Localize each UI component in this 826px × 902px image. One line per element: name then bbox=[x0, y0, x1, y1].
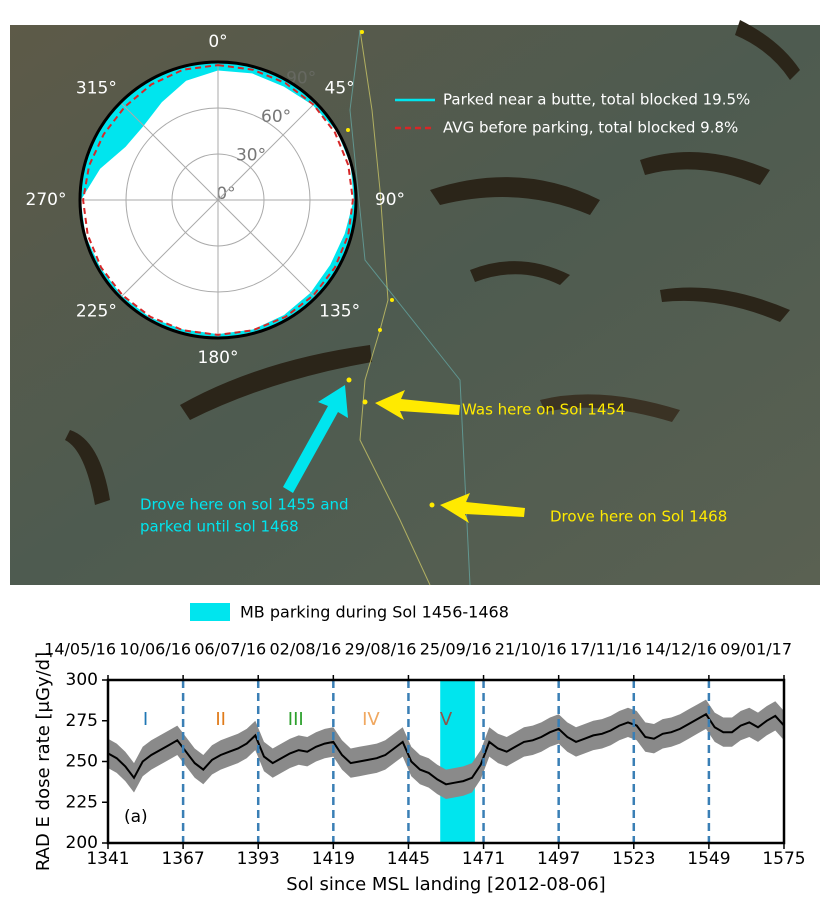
x2-tick-label: 14/12/16 bbox=[645, 640, 717, 659]
x-tick-label: 1419 bbox=[312, 849, 355, 869]
x-tick-label: 1445 bbox=[387, 849, 430, 869]
legend-label: AVG before parking, total blocked 9.8% bbox=[443, 119, 738, 137]
angle-tick-label: 45° bbox=[325, 78, 355, 98]
radial-tick-label: 60° bbox=[261, 107, 291, 127]
polar-plot: 0°30°60°90°0°45°90°135°180°225°270°315°P… bbox=[26, 32, 751, 536]
period-label: I bbox=[143, 709, 148, 730]
x-tick-label: 1393 bbox=[237, 849, 280, 869]
x2-tick-label: 09/01/17 bbox=[720, 640, 792, 659]
y-tick-label: 300 bbox=[66, 670, 98, 690]
x-tick-label: 1523 bbox=[612, 849, 655, 869]
x2-tick-label: 06/07/16 bbox=[194, 640, 266, 659]
radial-tick-label: 30° bbox=[236, 145, 266, 165]
x-tick-label: 1367 bbox=[161, 849, 204, 869]
period-label: IV bbox=[362, 709, 380, 730]
legend-swatch bbox=[190, 603, 230, 621]
angle-tick-label: 0° bbox=[208, 32, 227, 52]
period-label: II bbox=[215, 709, 226, 730]
polar-spoke bbox=[217, 199, 316, 298]
x2-tick-label: 21/10/16 bbox=[495, 640, 567, 659]
map-annotation: Drove here on sol 1455 and bbox=[140, 496, 349, 514]
map-annotation: Drove here on Sol 1468 bbox=[550, 508, 727, 526]
period-label: V bbox=[440, 709, 453, 730]
x2-tick-label: 10/06/16 bbox=[119, 640, 191, 659]
x-tick-label: 1341 bbox=[86, 849, 129, 869]
x2-tick-label: 02/08/16 bbox=[269, 640, 341, 659]
map-annotation: Was here on Sol 1454 bbox=[462, 401, 625, 419]
y-tick-label: 275 bbox=[66, 711, 98, 731]
x2-tick-label: 29/08/16 bbox=[345, 640, 417, 659]
polar-frame bbox=[78, 60, 358, 340]
error-band bbox=[108, 699, 784, 799]
legend-label: MB parking during Sol 1456-1468 bbox=[240, 603, 509, 622]
dose-line bbox=[107, 712, 785, 786]
x2-tick-label: 17/11/16 bbox=[570, 640, 642, 659]
polar-curve bbox=[82, 64, 354, 336]
panel-label: (a) bbox=[124, 807, 148, 827]
y-tick-label: 250 bbox=[66, 752, 98, 772]
angle-tick-label: 270° bbox=[26, 190, 67, 210]
x-tick-label: 1575 bbox=[762, 849, 805, 869]
y-tick-label: 200 bbox=[66, 833, 98, 853]
period-label: III bbox=[288, 709, 304, 730]
angle-tick-label: 225° bbox=[76, 302, 117, 322]
polar-spoke bbox=[120, 199, 219, 298]
x2-tick-label: 14/05/16 bbox=[44, 640, 116, 659]
x-tick-label: 1471 bbox=[462, 849, 505, 869]
x-axis-label: Sol since MSL landing [2012-08-06] bbox=[286, 874, 605, 895]
x2-tick-label: 25/09/16 bbox=[420, 640, 492, 659]
y-axis-label: RAD E dose rate [μGy/d] bbox=[33, 652, 54, 871]
x-tick-label: 1549 bbox=[687, 849, 730, 869]
angle-tick-label: 180° bbox=[198, 348, 239, 368]
angle-tick-label: 90° bbox=[375, 190, 405, 210]
x-tick-label: 1497 bbox=[537, 849, 580, 869]
y-tick-label: 225 bbox=[66, 792, 98, 812]
map-annotation: parked until sol 1468 bbox=[140, 518, 299, 536]
polar-spoke bbox=[120, 102, 219, 201]
angle-tick-label: 135° bbox=[319, 302, 360, 322]
angle-tick-label: 315° bbox=[76, 78, 117, 98]
polar-spoke bbox=[217, 102, 316, 201]
radial-tick-label: 90° bbox=[286, 68, 316, 88]
legend-label: Parked near a butte, total blocked 19.5% bbox=[443, 91, 750, 109]
parking-span bbox=[440, 680, 475, 843]
radial-tick-label: 0° bbox=[216, 184, 235, 204]
